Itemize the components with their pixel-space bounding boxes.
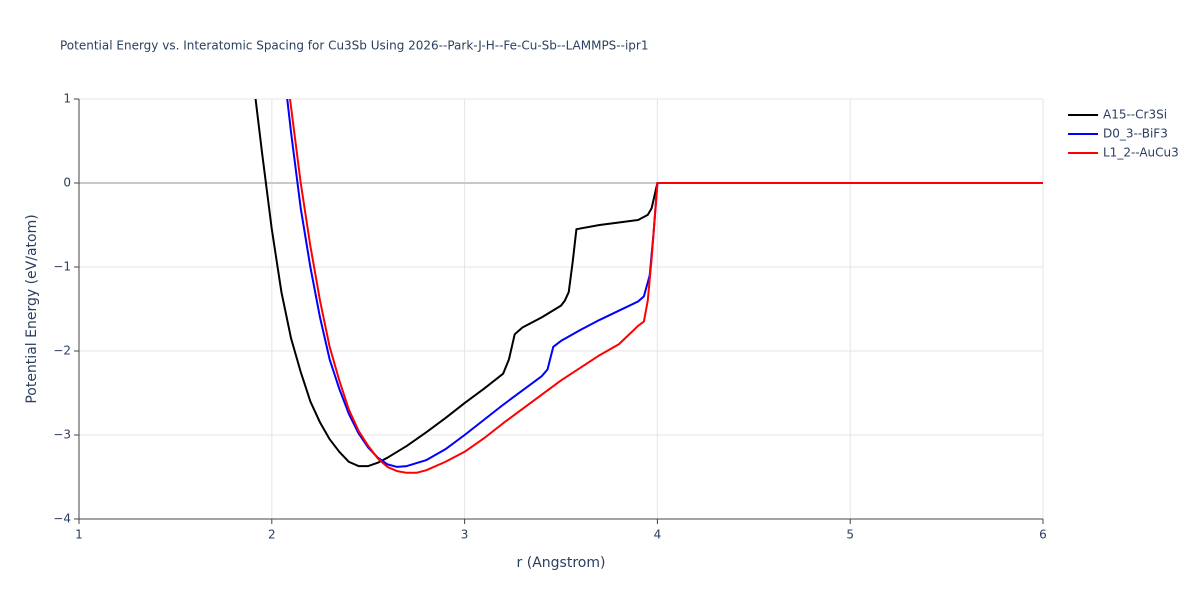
- y-tick-label: −4: [53, 512, 71, 526]
- x-tick-label: 1: [75, 528, 83, 542]
- y-tick-label: −2: [53, 344, 71, 358]
- plot-area: [254, 99, 1043, 474]
- y-tick-label: 0: [63, 176, 71, 190]
- legend-label: D0_3--BiF3: [1103, 127, 1168, 141]
- series-line: [286, 99, 1043, 468]
- y-tick-label: −1: [53, 260, 71, 274]
- x-axis-title: r (Angstrom): [517, 555, 606, 571]
- x-tick-label: 4: [654, 528, 662, 542]
- axes: 1 2 3 4 5 6 −4 −3 −2 −1 0 1: [53, 92, 1047, 542]
- x-tick-label: 6: [1039, 528, 1047, 542]
- y-tick-label: −3: [53, 428, 71, 442]
- x-tick-label: 5: [846, 528, 854, 542]
- series-line: [254, 99, 1043, 468]
- x-tick-label: 3: [461, 528, 469, 542]
- series-line: [289, 99, 1043, 474]
- x-tick-label: 2: [268, 528, 276, 542]
- y-tick-label: 1: [63, 92, 71, 106]
- legend-label: L1_2--AuCu3: [1103, 146, 1179, 160]
- legend-label: A15--Cr3Si: [1103, 108, 1167, 122]
- chart-title: Potential Energy vs. Interatomic Spacing…: [60, 39, 648, 53]
- grid: [78, 98, 1044, 520]
- y-axis-title: Potential Energy (eV/atom): [24, 214, 40, 403]
- legend: A15--Cr3Si D0_3--BiF3 L1_2--AuCu3: [1068, 108, 1179, 160]
